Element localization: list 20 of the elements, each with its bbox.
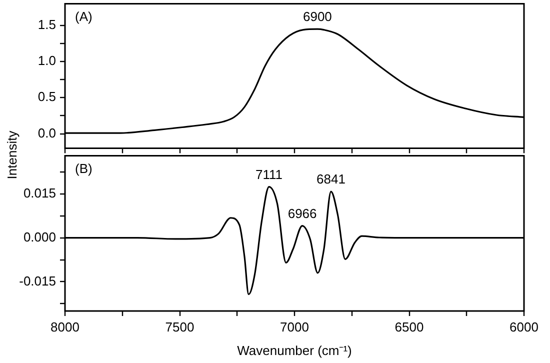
x-tick-label: 8000 <box>50 319 80 334</box>
annotation: (B) <box>75 160 92 176</box>
annotation: 6900 <box>302 9 332 24</box>
y-tick-label: 0.0 <box>38 125 56 140</box>
x-axis-title: Wavenumber (cm⁻¹) <box>237 342 352 358</box>
y-tick-label: -0.015 <box>19 273 56 288</box>
y-tick-label: 0.015 <box>23 185 56 200</box>
x-tick-label: 6000 <box>510 319 538 334</box>
annotation: 6966 <box>288 206 317 221</box>
y-tick-label: 0.5 <box>38 89 56 104</box>
x-tick-label: 7500 <box>165 319 194 334</box>
y-tick-label: 1.5 <box>38 17 56 32</box>
x-tick-label: 6500 <box>394 319 424 334</box>
annotation: 6841 <box>316 172 346 187</box>
y-tick-label: 0.000 <box>23 229 56 244</box>
y-tick-label: 1.0 <box>38 53 56 68</box>
annotation: (A) <box>75 8 92 24</box>
y-axis-title: Intensity <box>4 130 20 180</box>
x-tick-label: 7000 <box>280 319 309 334</box>
annotation: 7111 <box>256 166 283 182</box>
